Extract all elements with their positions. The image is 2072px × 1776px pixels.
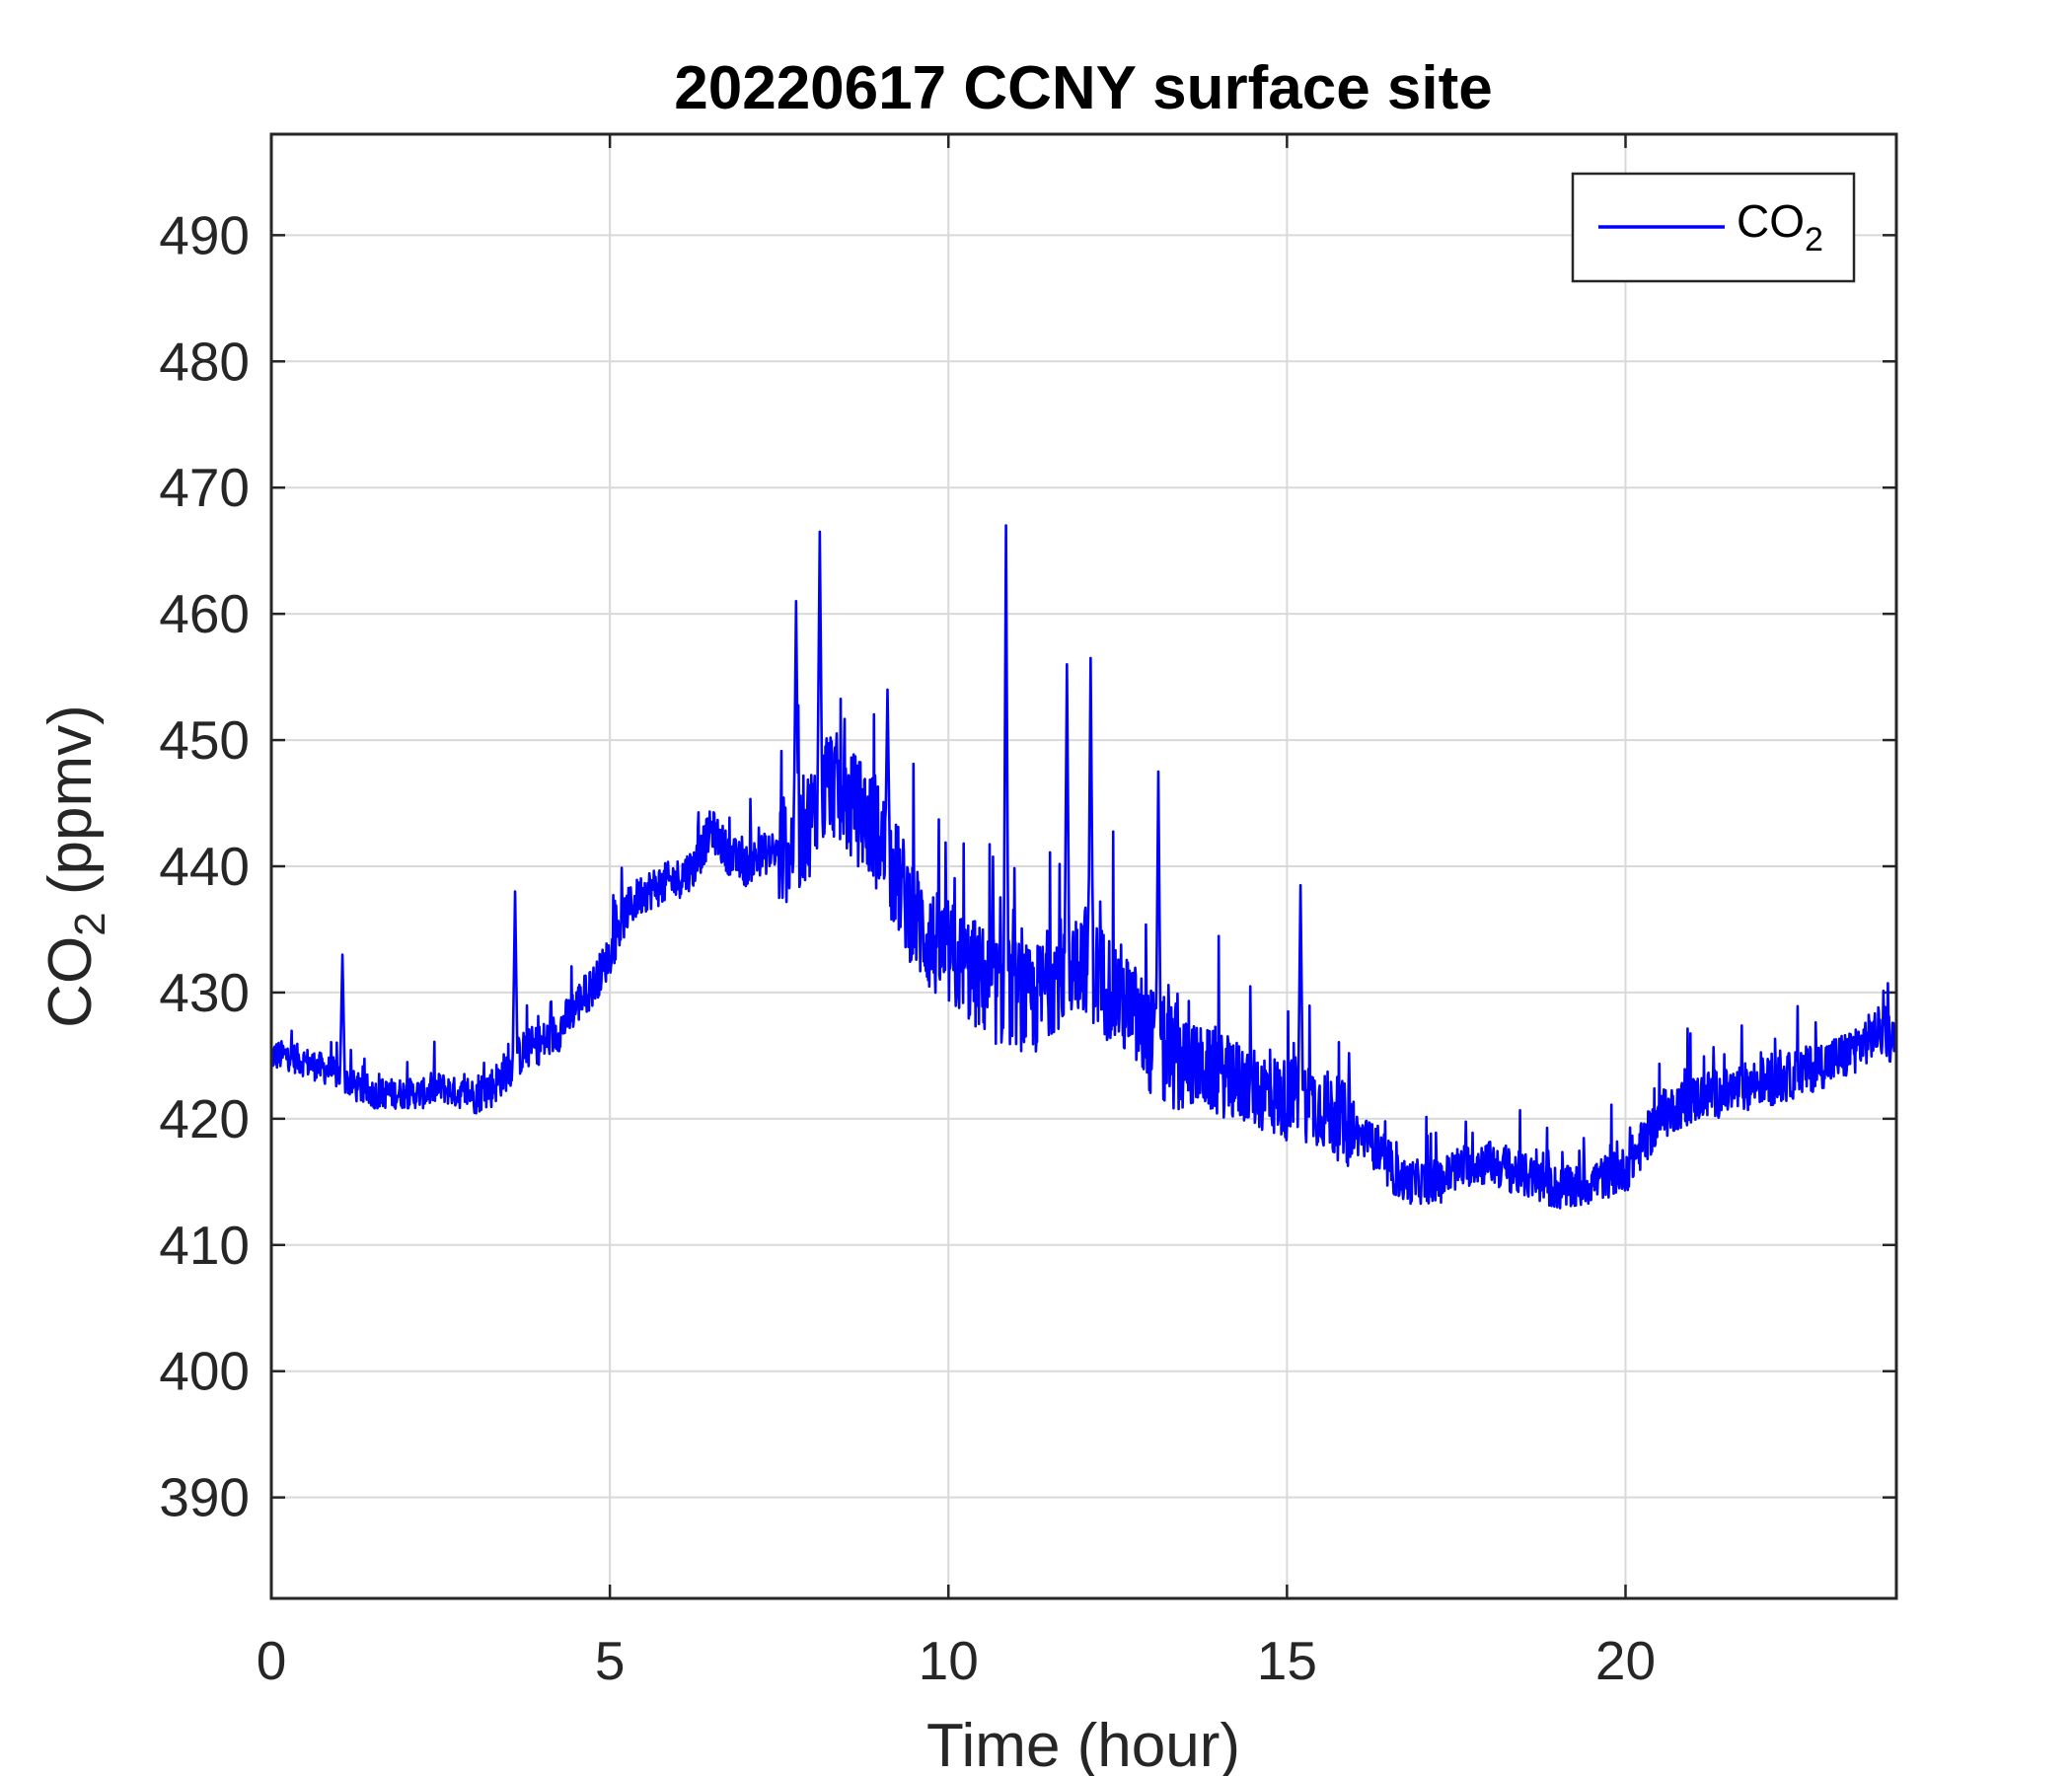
y-tick-label: 460 (159, 583, 250, 644)
plot-border (269, 132, 1898, 1600)
x-tick-label: 5 (595, 1630, 626, 1691)
y-axis-label-subscript: 2 (66, 912, 114, 935)
x-tick-label: 20 (1595, 1630, 1656, 1691)
tick-labels: 0 5 10 15 20 390 400 410 420 430 440 450 460 470 480 49… (159, 204, 1656, 1691)
y-tick-label: 450 (159, 709, 250, 771)
grid-lines (271, 134, 1896, 1598)
x-tick-label: 15 (1257, 1630, 1317, 1691)
y-tick-label: 420 (159, 1088, 250, 1149)
x-tick-label: 0 (257, 1630, 287, 1691)
series-lines (269, 524, 1898, 1210)
y-tick-label: 390 (159, 1467, 250, 1528)
chart-title: 20220617 CCNY surface site (674, 54, 1493, 122)
y-tick-label: 440 (159, 836, 250, 897)
x-tick-label: 10 (919, 1630, 979, 1691)
legend-label-main: CO (1737, 195, 1805, 247)
y-tick-label: 400 (159, 1341, 250, 1402)
y-axis-label-unit: (ppmv) (37, 704, 105, 912)
x-axis-label: Time (hour) (926, 1712, 1240, 1776)
legend-label: CO2 (1737, 195, 1823, 259)
y-tick-label: 430 (159, 962, 250, 1023)
co2-series-line (269, 524, 1898, 1210)
y-tick-label: 490 (159, 204, 250, 265)
y-tick-label: 480 (159, 331, 250, 392)
y-tick-label: 410 (159, 1215, 250, 1276)
y-axis-label-main: CO (37, 936, 105, 1028)
legend: CO2 (1571, 172, 1856, 283)
legend-label-subscript: 2 (1805, 221, 1823, 259)
y-axis-label: CO2 (ppmv) (37, 704, 114, 1028)
y-tick-label: 470 (159, 457, 250, 518)
